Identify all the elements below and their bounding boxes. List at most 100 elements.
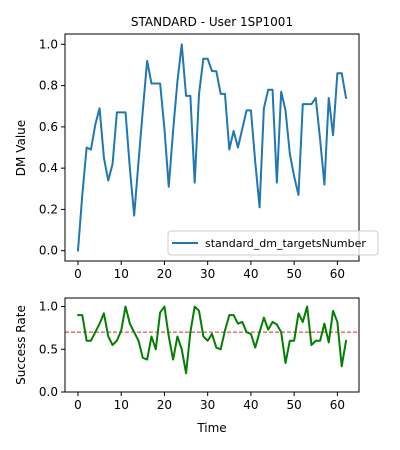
- bottom-y-tick-label: 0.0: [39, 385, 58, 399]
- bottom-data-point: [120, 329, 122, 331]
- bottom-data-point: [176, 335, 178, 337]
- top-data-point: [99, 107, 101, 109]
- bottom-data-point: [276, 323, 278, 325]
- top-data-point: [233, 130, 235, 132]
- bottom-data-point: [77, 314, 79, 316]
- top-data-point: [276, 182, 278, 184]
- top-data-point: [336, 72, 338, 74]
- top-data-point: [146, 60, 148, 62]
- bottom-panel: Success Rate Time 0 10 20 30 40 50 60 0.0 0.5 1.0: [14, 297, 360, 435]
- top-data-point: [176, 80, 178, 82]
- bottom-data-point: [341, 365, 343, 367]
- bottom-data-point: [310, 344, 312, 346]
- top-data-point: [81, 194, 83, 196]
- bottom-series-line: [76, 305, 348, 375]
- top-data-point: [150, 83, 152, 85]
- top-x-tick-label: 20: [157, 267, 172, 281]
- top-data-point: [168, 186, 170, 188]
- bottom-data-point: [319, 340, 321, 342]
- top-data-point: [198, 93, 200, 95]
- top-data-point: [107, 180, 109, 182]
- bottom-x-axis-label: Time: [196, 421, 226, 435]
- top-chart-title: STANDARD - User 1SP1001: [131, 15, 293, 29]
- bottom-data-point: [181, 348, 183, 350]
- bottom-plot-area: 0 10 20 30 40 50 60 0.0 0.5 1.0: [39, 300, 359, 412]
- bottom-data-point: [129, 323, 131, 325]
- bottom-data-point: [332, 310, 334, 312]
- bottom-data-point: [155, 348, 157, 350]
- top-data-point: [142, 109, 144, 111]
- bottom-data-point: [86, 340, 88, 342]
- top-data-point: [211, 70, 213, 72]
- bottom-data-point: [293, 340, 295, 342]
- top-data-point: [237, 147, 239, 149]
- top-y-tick-label: 0.0: [39, 244, 58, 258]
- top-data-point: [323, 184, 325, 186]
- bottom-plot-frame: [64, 297, 360, 393]
- bottom-data-point: [107, 335, 109, 337]
- top-data-point: [220, 93, 222, 95]
- bottom-data-point: [263, 317, 265, 319]
- top-y-tick-label: 0.6: [39, 120, 58, 134]
- top-data-point: [267, 89, 269, 91]
- top-data-point: [116, 111, 118, 113]
- top-x-tick-label: 30: [200, 267, 215, 281]
- bottom-data-point: [94, 331, 96, 333]
- bottom-data-point: [254, 347, 256, 349]
- top-data-point: [103, 157, 105, 159]
- bottom-data-point: [211, 333, 213, 335]
- top-data-point: [345, 97, 347, 99]
- bottom-data-point: [133, 331, 135, 333]
- top-series-line: [76, 43, 348, 252]
- top-data-point: [315, 97, 317, 99]
- bottom-data-point: [99, 323, 101, 325]
- bottom-data-point: [112, 344, 114, 346]
- bottom-data-point: [202, 335, 204, 337]
- top-data-point: [86, 147, 88, 149]
- bottom-x-tick-label: 0: [74, 398, 82, 412]
- bottom-data-point: [138, 340, 140, 342]
- top-plot-frame: [64, 33, 360, 262]
- top-data-point: [285, 109, 287, 111]
- top-data-point: [328, 97, 330, 99]
- top-data-point: [77, 250, 79, 252]
- top-data-point: [228, 149, 230, 151]
- top-y-tick-label: 0.8: [39, 79, 58, 93]
- bottom-data-point: [125, 306, 127, 308]
- bottom-data-point: [315, 340, 317, 342]
- top-data-point: [272, 89, 274, 91]
- bottom-data-point: [336, 321, 338, 323]
- top-y-tick-label: 1.0: [39, 37, 58, 51]
- bottom-y-tick-label: 0.5: [39, 342, 58, 356]
- bottom-data-point: [297, 312, 299, 314]
- top-x-tick-label: 60: [330, 267, 345, 281]
- bottom-data-point: [189, 331, 191, 333]
- bottom-data-point: [220, 348, 222, 350]
- top-plot-area: 0 10 20 30 40 50 60 0.0 0.2 0.4 0.6 0.8 1.0: [39, 37, 348, 281]
- bottom-data-point: [237, 323, 239, 325]
- top-data-point: [306, 103, 308, 105]
- bottom-data-point: [163, 306, 165, 308]
- top-data-point: [289, 153, 291, 155]
- bottom-data-point: [328, 341, 330, 343]
- bottom-data-point: [172, 359, 174, 361]
- bottom-data-point: [345, 340, 347, 342]
- bottom-data-point: [207, 340, 209, 342]
- top-data-point: [332, 134, 334, 136]
- bottom-data-point: [285, 362, 287, 364]
- bottom-x-tick-label: 20: [157, 398, 172, 412]
- top-data-point: [155, 83, 157, 85]
- top-data-point: [133, 215, 135, 217]
- top-data-point: [241, 128, 243, 130]
- bottom-data-point: [116, 340, 118, 342]
- top-legend: standard_dm_targetsNumber: [167, 230, 379, 256]
- top-data-point: [207, 58, 209, 60]
- top-data-point: [112, 163, 114, 165]
- top-data-point: [280, 91, 282, 93]
- bottom-data-point: [146, 359, 148, 361]
- legend-label: standard_dm_targetsNumber: [205, 237, 366, 250]
- top-data-point: [163, 128, 165, 130]
- bottom-data-point: [272, 321, 274, 323]
